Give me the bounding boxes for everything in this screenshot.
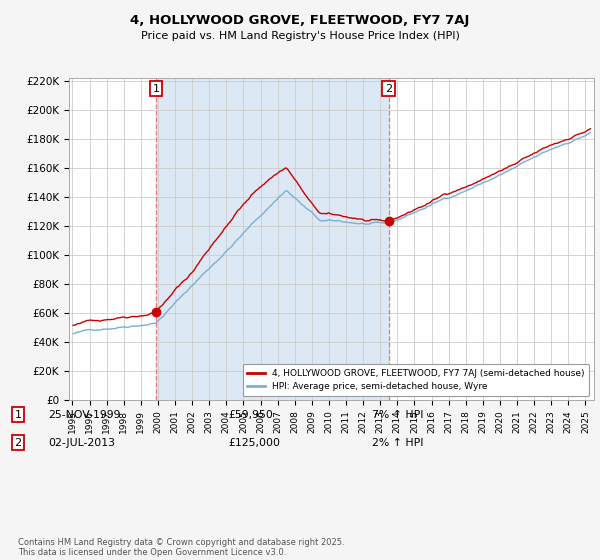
Text: Contains HM Land Registry data © Crown copyright and database right 2025.
This d: Contains HM Land Registry data © Crown c… — [18, 538, 344, 557]
Text: £125,000: £125,000 — [228, 438, 280, 448]
Text: 2: 2 — [14, 438, 22, 448]
Text: 2% ↑ HPI: 2% ↑ HPI — [372, 438, 424, 448]
Text: 25-NOV-1999: 25-NOV-1999 — [48, 410, 121, 420]
Text: 4, HOLLYWOOD GROVE, FLEETWOOD, FY7 7AJ: 4, HOLLYWOOD GROVE, FLEETWOOD, FY7 7AJ — [130, 14, 470, 27]
Text: 7% ↑ HPI: 7% ↑ HPI — [372, 410, 424, 420]
Text: 02-JUL-2013: 02-JUL-2013 — [48, 438, 115, 448]
Text: 1: 1 — [14, 410, 22, 420]
Text: 1: 1 — [153, 83, 160, 94]
Legend: 4, HOLLYWOOD GROVE, FLEETWOOD, FY7 7AJ (semi-detached house), HPI: Average price: 4, HOLLYWOOD GROVE, FLEETWOOD, FY7 7AJ (… — [242, 365, 589, 396]
Bar — [156, 78, 389, 400]
Text: £59,950: £59,950 — [228, 410, 273, 420]
Text: Price paid vs. HM Land Registry's House Price Index (HPI): Price paid vs. HM Land Registry's House … — [140, 31, 460, 41]
Text: 2: 2 — [385, 83, 392, 94]
